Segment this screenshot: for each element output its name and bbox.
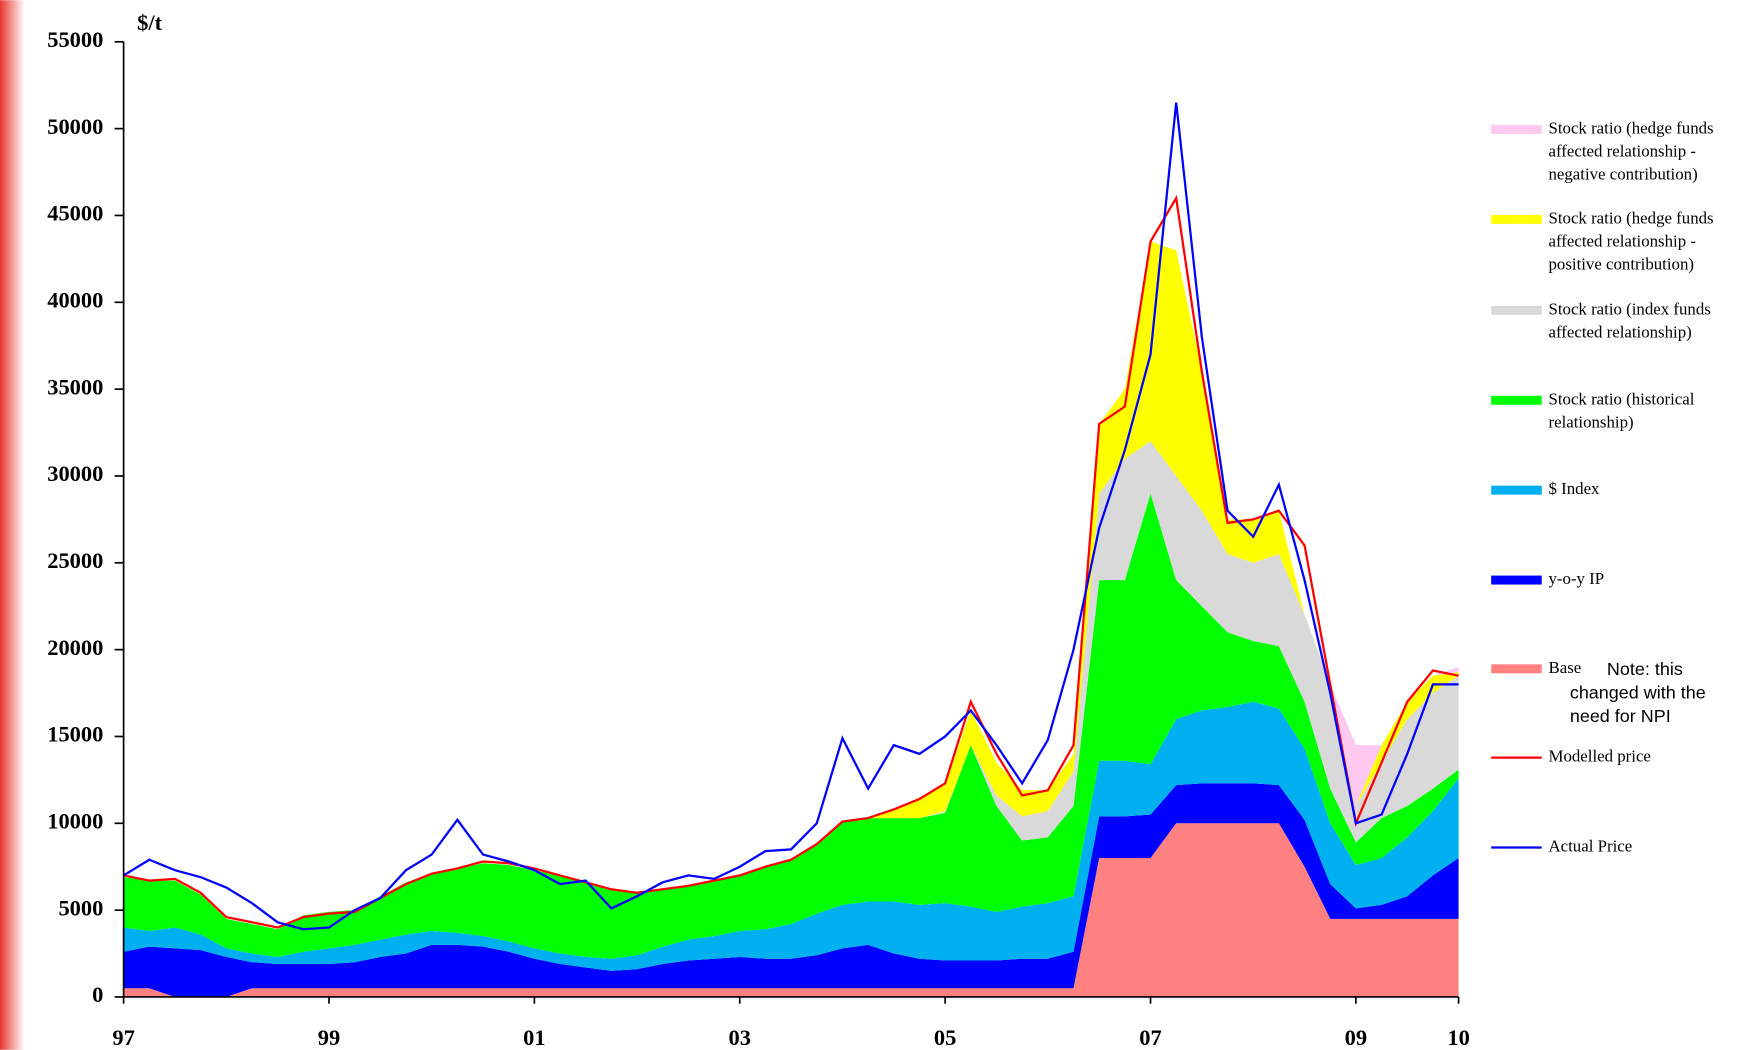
area-series <box>123 441 1459 930</box>
x-tick-label: 09 <box>1345 1025 1367 1050</box>
x-tick-label: 03 <box>729 1025 751 1050</box>
legend-label: Stock ratio (hedge funds affected relati… <box>1548 208 1717 273</box>
x-tick-label: 05 <box>934 1025 956 1050</box>
annotation: Note: this changed with the need for NPI <box>1570 659 1711 726</box>
x-tick-label: 99 <box>318 1025 340 1050</box>
legend-label: Modelled price <box>1548 746 1650 765</box>
area-series <box>123 823 1459 997</box>
y-tick-label: 50000 <box>47 114 103 139</box>
legend-label: y-o-y IP <box>1548 569 1604 588</box>
edge-decoration <box>0 0 25 1050</box>
x-tick-label: 01 <box>523 1025 545 1050</box>
y-tick-label: 0 <box>92 982 103 1007</box>
x-tick-label: 07 <box>1139 1025 1161 1050</box>
y-tick-label: 30000 <box>47 461 103 486</box>
y-tick-label: 45000 <box>47 201 103 226</box>
x-tick-label: 10 <box>1447 1025 1469 1050</box>
x-tick-label: 97 <box>112 1025 134 1050</box>
y-tick-label: 25000 <box>47 548 103 573</box>
legend-swatch <box>1491 485 1542 495</box>
y-tick-label: 35000 <box>47 374 103 399</box>
price-line <box>123 194 1459 929</box>
y-tick-label: 20000 <box>47 635 103 660</box>
legend-swatch <box>1491 124 1542 134</box>
y-tick-label: 55000 <box>47 27 103 52</box>
legend-swatch <box>1491 214 1542 224</box>
price-line <box>123 102 1459 931</box>
y-axis-label: $/t <box>137 10 162 35</box>
legend-label: Stock ratio (historical relationship) <box>1548 389 1698 431</box>
area-series <box>123 701 1459 971</box>
area-series <box>123 241 1459 930</box>
area-series <box>123 493 1459 959</box>
legend-label: $ Index <box>1548 479 1600 498</box>
legend-swatch <box>1491 395 1542 405</box>
legend-swatch <box>1491 664 1542 674</box>
legend-label: Actual Price <box>1548 836 1632 855</box>
legend-label: Stock ratio (index funds affected relati… <box>1548 299 1715 341</box>
y-tick-label: 5000 <box>58 895 103 920</box>
legend-swatch <box>1491 575 1542 585</box>
plot-area <box>123 102 1459 997</box>
y-tick-label: 15000 <box>47 722 103 747</box>
legend-swatch <box>1491 305 1542 315</box>
legend-label: Stock ratio (hedge funds affected relati… <box>1548 118 1717 183</box>
y-tick-label: 10000 <box>47 808 103 833</box>
y-tick-label: 40000 <box>47 287 103 312</box>
area-series <box>123 783 1459 997</box>
legend-label: Base <box>1548 658 1581 677</box>
